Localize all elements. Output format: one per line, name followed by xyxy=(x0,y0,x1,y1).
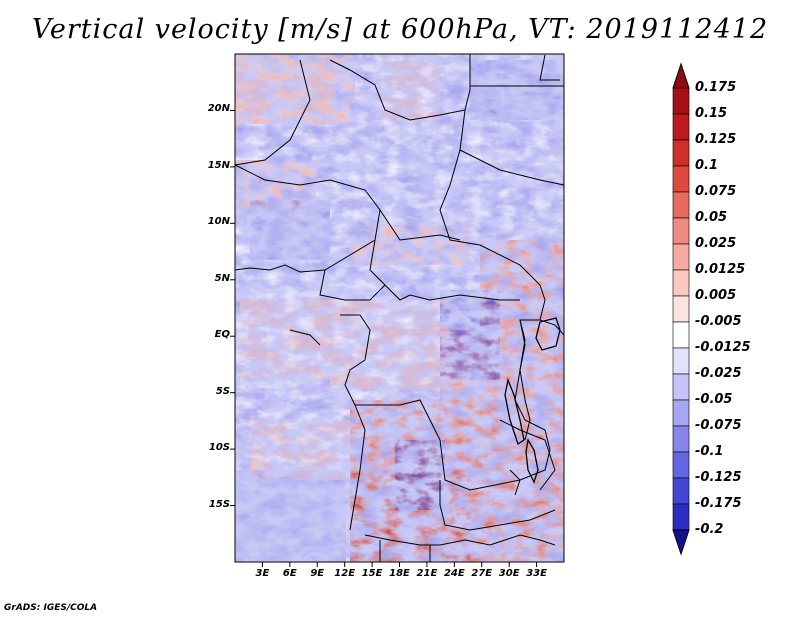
lon-tick-label: 12E xyxy=(334,568,356,579)
colorbar-level-label: -0.2 xyxy=(695,522,724,537)
colorbar-segment xyxy=(672,503,690,531)
colorbar-segment xyxy=(672,113,690,141)
colorbar-segment xyxy=(672,295,690,323)
lat-tick-label: 10N xyxy=(207,216,230,228)
colorbar-level-label: -0.0125 xyxy=(695,340,751,355)
colorbar-level-label: -0.05 xyxy=(695,392,733,407)
colorbar-level-label: -0.005 xyxy=(695,314,742,329)
colorbar-segment xyxy=(672,269,690,297)
colorbar-level-label: 0.15 xyxy=(695,106,728,121)
axis-ticks xyxy=(230,109,538,567)
lon-tick-label: 6E xyxy=(282,568,297,579)
colorbar-level-label: -0.1 xyxy=(695,444,724,459)
colorbar-level-label: 0.025 xyxy=(695,236,737,251)
colorbar-segment xyxy=(672,477,690,505)
colorbar-segment xyxy=(672,425,690,453)
colorbar-level-label: 0.0125 xyxy=(695,262,746,277)
colorbar-level-label: 0.005 xyxy=(695,288,737,303)
colorbar-segment xyxy=(672,451,690,479)
lat-tick-label: 5S xyxy=(215,385,230,397)
lon-tick-label: 3E xyxy=(255,568,270,579)
colorbar-level-label: -0.025 xyxy=(695,366,742,381)
colorbar-segment xyxy=(672,243,690,271)
velocity-field xyxy=(235,54,564,562)
colorbar-segment xyxy=(672,87,690,115)
lat-tick-label: EQ xyxy=(214,329,230,341)
colorbar-segment xyxy=(672,347,690,375)
colorbar xyxy=(672,62,690,556)
colorbar-level-label: -0.175 xyxy=(695,496,742,511)
lon-tick-label: 21E xyxy=(416,568,438,579)
lon-tick-label: 27E xyxy=(471,568,493,579)
grads-credit: GrADS: IGES/COLA xyxy=(4,603,98,613)
colorbar-segment xyxy=(672,399,690,427)
lat-tick-label: 15S xyxy=(208,498,230,510)
colorbar-level-label: -0.125 xyxy=(695,470,742,485)
lat-tick-label: 10S xyxy=(208,442,230,454)
colorbar-segment xyxy=(672,191,690,219)
lat-tick-label: 5N xyxy=(214,272,230,284)
lat-tick-label: 20N xyxy=(207,103,230,115)
colorbar-segment xyxy=(672,139,690,167)
map-title: Vertical velocity [m/s] at 600hPa, VT: 2… xyxy=(31,14,769,45)
colorbar-top-arrow xyxy=(672,62,690,89)
lon-tick-label: 30E xyxy=(498,568,520,579)
colorbar-level-label: 0.175 xyxy=(695,80,737,95)
colorbar-bottom-arrow xyxy=(672,529,690,556)
lon-tick-label: 15E xyxy=(361,568,383,579)
lon-tick-label: 18E xyxy=(389,568,410,579)
colorbar-level-label: 0.125 xyxy=(695,132,737,147)
lon-tick-label: 9E xyxy=(310,568,325,579)
colorbar-segment xyxy=(672,165,690,193)
colorbar-level-label: -0.075 xyxy=(695,418,742,433)
colorbar-level-label: 0.1 xyxy=(695,158,719,173)
country-borders xyxy=(235,54,564,562)
colorbar-level-label: 0.05 xyxy=(695,210,728,225)
lon-tick-label: 33E xyxy=(526,568,547,579)
colorbar-level-label: 0.075 xyxy=(695,184,737,199)
colorbar-segment xyxy=(672,217,690,245)
lat-tick-label: 15N xyxy=(207,159,230,171)
colorbar-segment xyxy=(672,373,690,401)
colorbar-segment xyxy=(672,321,690,349)
lon-tick-label: 24E xyxy=(443,568,465,579)
lakes xyxy=(504,317,561,484)
